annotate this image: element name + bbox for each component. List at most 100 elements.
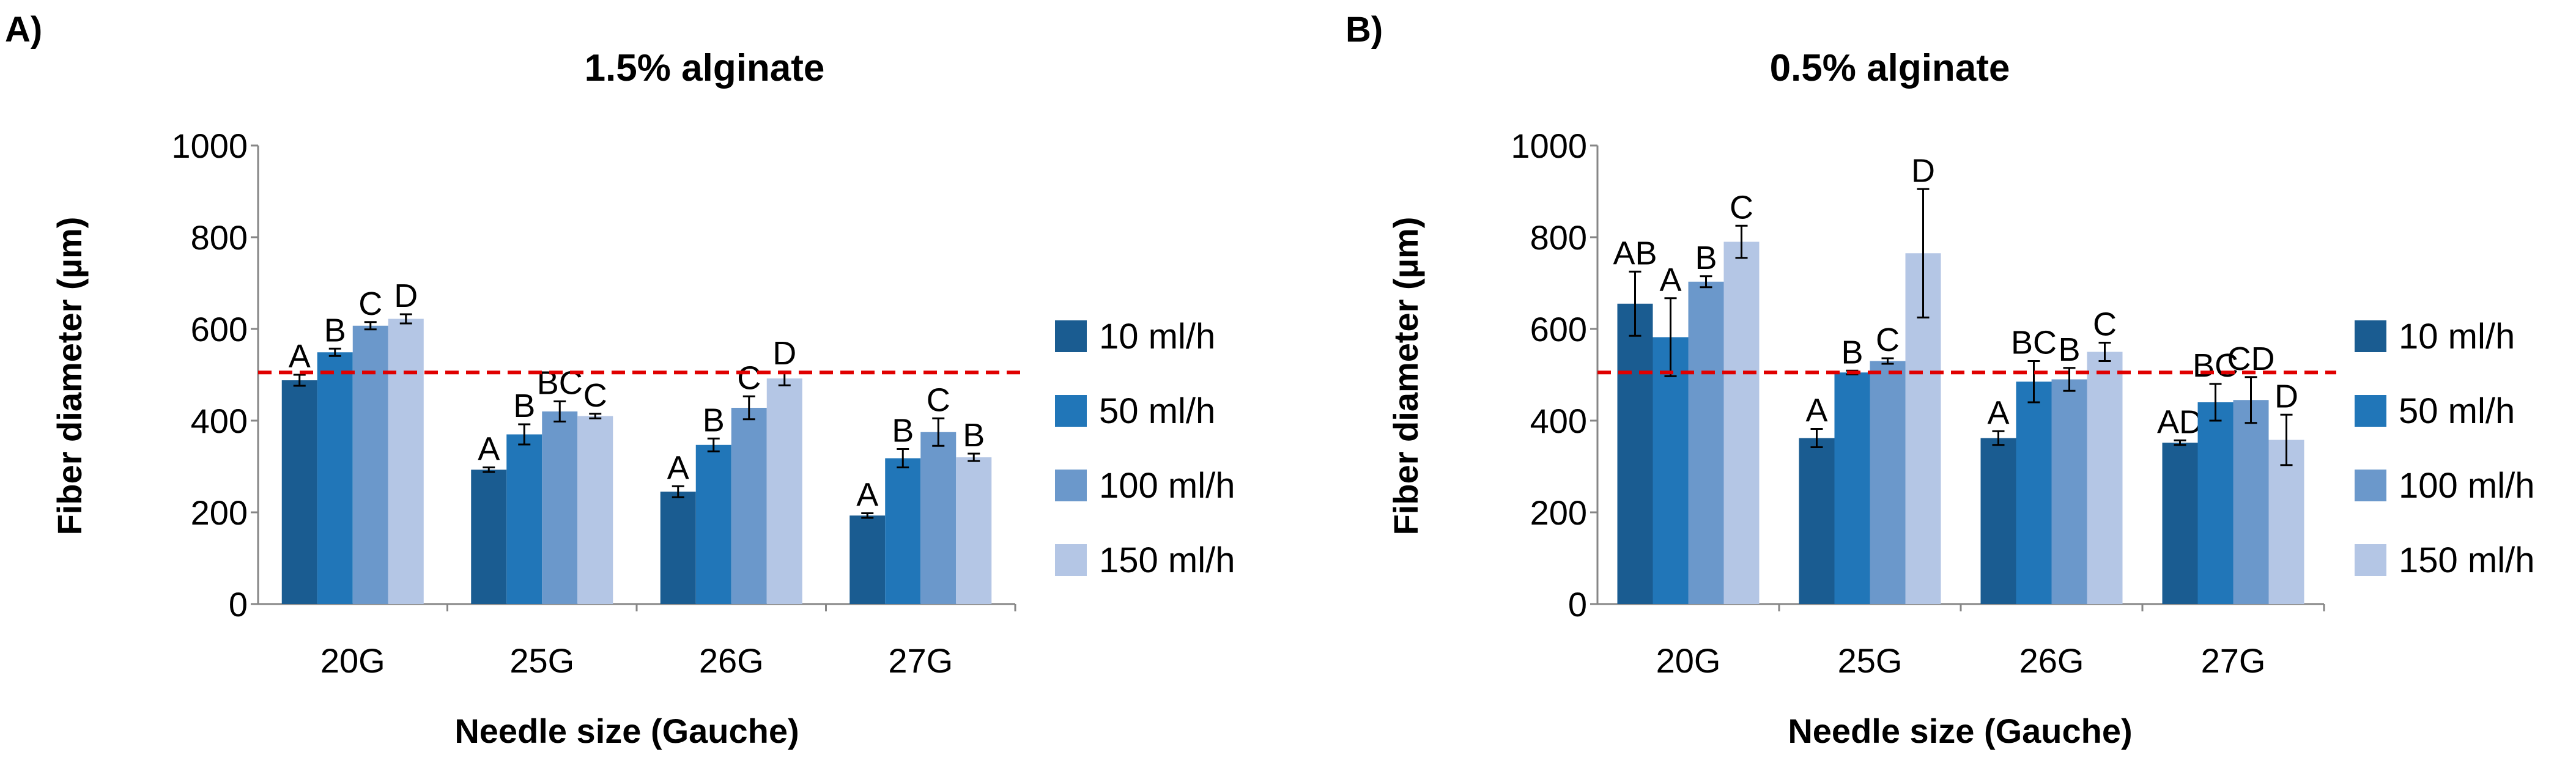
- bar: [2162, 443, 2198, 604]
- significance-letter: C: [1876, 322, 1900, 358]
- significance-letter: B: [963, 417, 985, 454]
- bar: [471, 470, 507, 604]
- significance-letter: C: [927, 382, 950, 418]
- x-tick-label: 25G: [509, 641, 574, 680]
- x-axis-title: Needle size (Gauche): [454, 712, 799, 750]
- significance-letter: A: [1987, 394, 2009, 431]
- significance-letter: A: [667, 449, 689, 486]
- bar: [1870, 361, 1906, 604]
- y-tick-label: 200: [1530, 493, 1587, 532]
- significance-letter: B: [703, 402, 725, 438]
- bar: [920, 432, 957, 604]
- bar: [849, 515, 886, 604]
- panel-label: B): [1345, 10, 1383, 50]
- x-tick-label: 25G: [1838, 641, 1903, 680]
- significance-letter: B: [2058, 331, 2080, 368]
- y-tick-label: 1000: [1511, 127, 1587, 165]
- bar: [506, 434, 542, 604]
- bar: [352, 325, 388, 604]
- legend-label: 10 ml/h: [2399, 317, 2515, 356]
- chart-panel-b: B) 0.5% alginate Fiber diameter (µm) Nee…: [1345, 10, 2534, 750]
- y-tick-label: 400: [1530, 402, 1587, 440]
- bar: [2233, 400, 2269, 604]
- y-tick-label: 400: [191, 402, 248, 440]
- significance-letter: C: [583, 377, 607, 414]
- bar: [1688, 281, 1724, 604]
- legend-label: 150 ml/h: [1099, 540, 1235, 580]
- legend: 10 ml/h 50 ml/h 100 ml/h 150 ml/h: [2355, 317, 2534, 580]
- legend-label: 100 ml/h: [2399, 466, 2534, 506]
- significance-letter: B: [324, 312, 346, 348]
- significance-letter: B: [892, 413, 914, 449]
- bar: [766, 378, 802, 604]
- x-tick-label: 20G: [320, 641, 385, 680]
- significance-letter: A: [478, 431, 500, 468]
- y-tick-label: 600: [1530, 310, 1587, 348]
- y-tick-label: 600: [191, 310, 248, 348]
- significance-letter: A: [1805, 393, 1827, 429]
- x-tick-label: 27G: [2201, 641, 2266, 680]
- legend-swatch: [2355, 544, 2386, 576]
- chart-panel-a: A) 1.5% alginate Fiber diameter (µm) Nee…: [5, 10, 1235, 750]
- legend-swatch: [2355, 395, 2386, 427]
- bar: [577, 416, 613, 604]
- significance-letter: C: [737, 359, 761, 396]
- significance-letter: C: [358, 286, 382, 322]
- significance-letter: AB: [1613, 235, 1657, 271]
- legend: 10 ml/h 50 ml/h 100 ml/h 150 ml/h: [1055, 317, 1235, 580]
- legend-swatch: [1055, 395, 1087, 427]
- bar: [1617, 303, 1653, 604]
- significance-letter: C: [1730, 189, 1753, 226]
- bar: [2197, 402, 2234, 604]
- y-axis-title: Fiber diameter (µm): [50, 217, 89, 536]
- y-axis-title: Fiber diameter (µm): [1386, 217, 1425, 536]
- y-tick-label: 0: [1568, 585, 1587, 624]
- significance-letter: A: [856, 477, 878, 514]
- legend-swatch: [1055, 544, 1087, 576]
- significance-letter: C: [2093, 306, 2117, 343]
- bar: [542, 411, 578, 604]
- chart-title: 0.5% alginate: [1770, 47, 2010, 89]
- bar: [317, 352, 353, 604]
- bar: [660, 492, 696, 604]
- bar: [1723, 241, 1760, 604]
- bar: [956, 457, 992, 604]
- bar: [1834, 372, 1870, 604]
- significance-letter: B: [513, 388, 535, 424]
- significance-letter: B: [1841, 334, 1863, 370]
- y-tick-label: 800: [191, 218, 248, 257]
- legend-label: 10 ml/h: [1099, 317, 1215, 356]
- bar: [1980, 438, 2016, 604]
- significance-letter: D: [772, 335, 796, 372]
- legend-label: 50 ml/h: [2399, 391, 2515, 431]
- significance-letter: BC: [537, 365, 583, 402]
- bar: [2051, 379, 2087, 604]
- bar: [731, 408, 767, 604]
- bar: [1653, 337, 1689, 604]
- bar: [2016, 382, 2052, 604]
- legend-label: 150 ml/h: [2399, 540, 2534, 580]
- x-tick-label: 26G: [699, 641, 764, 680]
- significance-letter: A: [289, 338, 311, 375]
- bar: [885, 458, 921, 604]
- significance-letter: A: [1659, 262, 1681, 298]
- bar: [1799, 438, 1835, 604]
- significance-letter: AD: [2157, 404, 2203, 440]
- bar: [2087, 352, 2123, 604]
- significance-letter: D: [1911, 152, 1935, 189]
- significance-letter: D: [2274, 378, 2298, 415]
- bar: [388, 319, 424, 604]
- axes: 0 200 400 600 800 1000 20G 25G 26G 27G: [171, 127, 1016, 680]
- legend-label: 100 ml/h: [1099, 466, 1235, 506]
- y-tick-label: 200: [191, 493, 248, 532]
- legend-swatch: [1055, 320, 1087, 352]
- significance-letter: BC: [2011, 325, 2057, 361]
- y-tick-label: 800: [1530, 218, 1587, 257]
- bar: [281, 380, 317, 604]
- x-tick-label: 26G: [2019, 641, 2084, 680]
- legend-swatch: [2355, 320, 2386, 352]
- chart-title: 1.5% alginate: [585, 47, 825, 89]
